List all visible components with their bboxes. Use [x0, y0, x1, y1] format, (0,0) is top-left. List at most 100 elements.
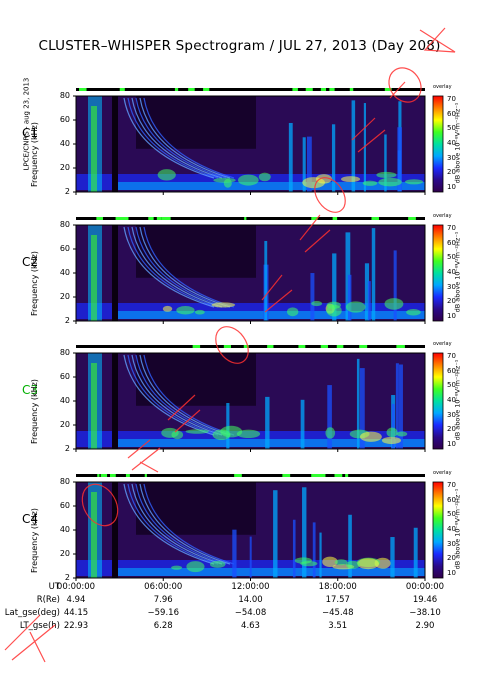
intense-emission [362, 180, 378, 186]
colorbar-tick-label: 60 [447, 109, 456, 118]
colorbar-tick-label: 50 [447, 381, 456, 390]
colorbar-tick-label: 70 [447, 95, 456, 103]
colorbar-tick-label: 50 [447, 510, 456, 519]
coverage-mark [161, 217, 168, 220]
ephemeris-value: 14.00 [238, 595, 263, 605]
emission-arc [139, 483, 231, 565]
coverage-mark [334, 474, 343, 477]
emission-streak [348, 514, 352, 578]
y-tick-label: 2 [64, 444, 70, 453]
coverage-mark [167, 217, 171, 220]
coverage-mark [345, 474, 349, 477]
quiet-region [136, 482, 256, 535]
ephemeris-value: −54.08 [234, 608, 267, 618]
emission-streak [363, 103, 367, 192]
emission-arc [135, 97, 227, 179]
coverage-mark [310, 88, 313, 91]
intense-emission [326, 301, 341, 309]
colorbar-tick-label: 20 [447, 554, 456, 563]
coverage-mark [110, 474, 116, 477]
emission-arc [143, 483, 235, 565]
emission-streak [390, 537, 395, 578]
colorbar-tick-label: 10 [447, 569, 456, 577]
data-gap [112, 96, 118, 192]
y-tick-label: 60 [59, 501, 70, 510]
colorbar-tick-label: 40 [447, 396, 456, 404]
data-gap [112, 353, 118, 449]
intense-emission [176, 306, 195, 315]
y-tick-label: 80 [59, 220, 70, 229]
coverage-mark [320, 345, 328, 348]
ephemeris-row: Lat_gse(deg) 44.15 −59.16 −54.08 −45.48 −38.1… [0, 608, 479, 620]
y-tick-label: 40 [59, 139, 70, 148]
emission-streak [310, 273, 315, 321]
ephemeris-value: 4.63 [241, 621, 260, 631]
emission-streak [327, 385, 332, 449]
y-tick-label: 20 [59, 292, 70, 301]
coverage-mark [385, 88, 392, 91]
y-tick-label: 2 [64, 573, 70, 582]
low-freq-core [116, 311, 425, 319]
burst-start-core [91, 106, 97, 192]
colorbar-tick-label: 10 [447, 440, 456, 448]
ephemeris-value: 19.46 [412, 595, 438, 605]
emission-streak [331, 124, 336, 192]
coverage-mark [396, 345, 405, 348]
colorbar-tick-label: 20 [447, 168, 456, 177]
colorbar-tick-label: 40 [447, 525, 456, 533]
ephemeris-value: 3.51 [328, 621, 348, 631]
emission-streak [364, 263, 370, 321]
ephemeris-value: 06:00:00 [144, 582, 183, 592]
emission-streak [302, 137, 306, 192]
coverage-mark [336, 345, 344, 348]
colorbar-tick-label: 50 [447, 253, 456, 262]
coverage-mark [311, 474, 316, 477]
coverage-mark [320, 88, 327, 91]
colorbar-tick-label: 70 [447, 224, 456, 232]
intense-emission [186, 561, 205, 573]
coverage-mark [224, 345, 230, 348]
emission-arc [127, 226, 219, 308]
intense-emission [286, 307, 299, 317]
intense-emission [359, 431, 382, 442]
intense-emission [381, 436, 401, 445]
colorbar-tick-label: 70 [447, 352, 456, 360]
ephemeris-value: 12:00:00 [231, 582, 270, 592]
colorbar [432, 352, 444, 450]
coverage-mark [156, 217, 162, 220]
colorbar [432, 481, 444, 579]
emission-streak [302, 487, 307, 578]
y-tick-label: 40 [59, 396, 70, 405]
y-axis-label: Frequency (kHz) [29, 508, 39, 573]
intense-emission [237, 174, 259, 186]
emission-streak [347, 274, 352, 321]
ephemeris-row: UT 00:00:00 06:00:00 12:00:00 18:00:00 00:00:… [0, 582, 479, 594]
spacecraft-label: C4 [22, 512, 39, 526]
low-freq-core [116, 568, 425, 576]
y-tick-label: 20 [59, 163, 70, 172]
colorbar-overlay-label: overlay [433, 213, 452, 219]
intense-emission [194, 309, 205, 315]
panel-c4 [73, 474, 444, 581]
spacecraft-label: C2 [22, 255, 39, 269]
emission-streak [273, 490, 278, 578]
emission-streak [312, 522, 316, 578]
burst-start-core [91, 235, 97, 321]
emission-arc [143, 97, 235, 179]
y-tick-label: 60 [59, 244, 70, 253]
burst-start-core [91, 363, 97, 449]
coverage-mark [267, 345, 274, 348]
intense-emission [213, 177, 236, 183]
coverage-mark [119, 88, 125, 91]
emission-streak [332, 253, 337, 321]
colorbar-tick-label: 60 [447, 238, 456, 247]
chart-title: CLUSTER–WHISPER Spectrogram / JUL 27, 20… [38, 38, 441, 54]
coverage-mark [234, 474, 241, 477]
intense-emission [384, 298, 404, 310]
coverage-mark [299, 345, 306, 348]
intense-emission [345, 301, 366, 313]
colorbar-tick-label: 30 [447, 282, 456, 291]
colorbar-tick-label: 10 [447, 312, 456, 320]
intense-emission [386, 427, 398, 438]
